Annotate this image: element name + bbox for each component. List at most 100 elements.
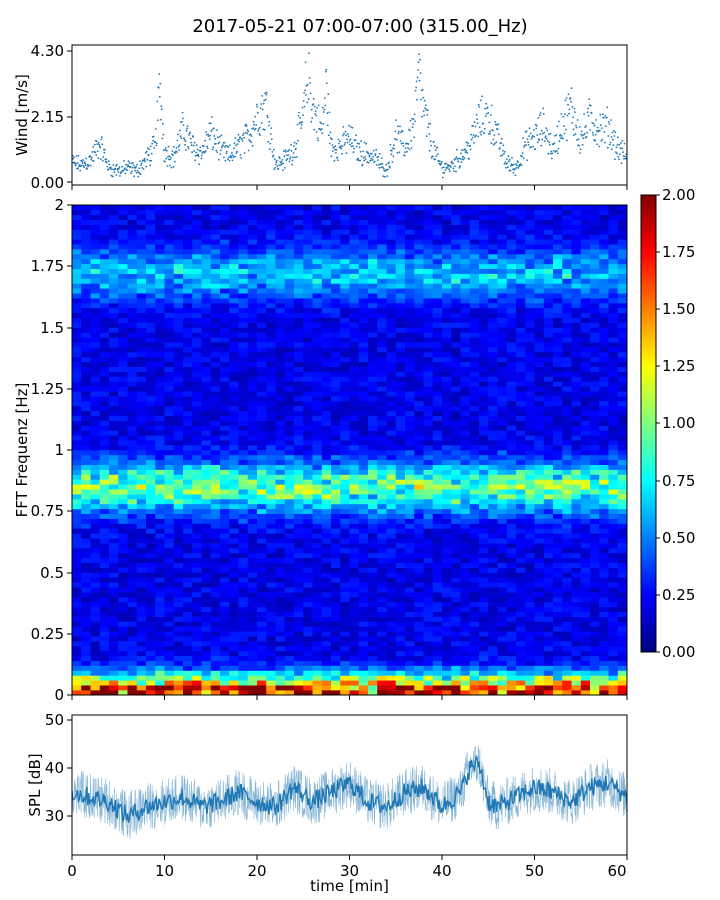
spectrogram-cell — [377, 342, 387, 348]
spectrogram-cell — [303, 685, 313, 691]
spectrogram-cell — [81, 332, 91, 338]
spectrogram-cell — [146, 459, 156, 465]
wind-point — [347, 133, 349, 135]
wind-point — [351, 142, 353, 145]
wind-point — [375, 148, 378, 151]
wind-point — [486, 106, 489, 109]
spectrogram-cell — [118, 562, 128, 568]
wind-point — [470, 138, 473, 141]
spectrogram-cell — [395, 626, 406, 632]
spectrogram-cell — [423, 636, 434, 642]
spectrogram-cell — [303, 405, 313, 412]
spectrogram-cell — [192, 616, 202, 622]
wind-point — [551, 152, 554, 155]
wind-point — [560, 113, 563, 115]
wind-point — [393, 144, 395, 147]
spectrogram-cell — [229, 405, 239, 412]
spectrogram-cell — [405, 499, 415, 505]
spectrogram-cell — [294, 518, 304, 524]
spectrogram-cell — [81, 479, 91, 485]
spectrogram-cell — [72, 405, 82, 412]
spectrogram-cell — [358, 229, 369, 235]
spectrogram-cell — [414, 381, 424, 387]
spectrogram-cell — [377, 616, 387, 622]
spectrogram-cell — [423, 499, 434, 505]
spectrogram-cell — [312, 680, 323, 686]
spectrogram-cell — [136, 592, 147, 598]
wind-point — [169, 158, 172, 161]
spectrogram-cell — [146, 298, 156, 304]
spectrogram-cell — [155, 464, 165, 470]
spectrogram-cell — [312, 229, 323, 235]
spectrogram-cell — [136, 415, 147, 421]
spectrogram-cell — [155, 307, 165, 314]
spectrogram-cell — [321, 670, 332, 676]
spectrogram-cell — [349, 690, 360, 696]
spectrogram-cell — [257, 435, 267, 441]
wind-point — [539, 112, 542, 115]
spectrogram-cell — [349, 381, 360, 387]
spectrogram-cell — [358, 567, 369, 573]
spectrogram-cell — [90, 606, 101, 612]
spectrogram-cell — [127, 435, 138, 441]
spectrogram-cell — [414, 592, 424, 598]
wind-point — [534, 148, 537, 150]
spectrogram-cell — [109, 445, 119, 451]
spectrogram-cell — [99, 440, 110, 446]
spectrogram-cell — [377, 283, 387, 289]
spectrogram-cell — [146, 567, 156, 573]
wind-point — [334, 148, 336, 151]
spectrogram-cell — [238, 597, 249, 603]
spectrogram-cell — [192, 479, 202, 485]
spectrogram-cell — [321, 401, 332, 407]
spectrogram-cell — [183, 288, 193, 294]
wind-point — [289, 156, 292, 158]
spectrogram-cell — [81, 254, 91, 260]
wind-point — [570, 87, 573, 90]
wind-point — [400, 131, 402, 134]
spectrogram-cell — [201, 273, 212, 279]
spectrogram-cell — [220, 690, 230, 696]
spectrogram-cell — [99, 307, 110, 314]
wind-point — [303, 105, 306, 108]
wind-point — [334, 145, 337, 148]
spectrogram-cell — [118, 660, 128, 666]
spectrogram-cell — [90, 415, 101, 421]
spectrogram-cell — [312, 401, 323, 407]
spectrogram-cell — [377, 420, 387, 426]
spectrogram-cell — [423, 557, 434, 563]
wind-point — [481, 95, 484, 98]
spectrogram-cell — [136, 489, 147, 495]
spectrogram-cell — [90, 636, 101, 642]
wind-y-axis-label: Wind [m/s] — [13, 74, 31, 156]
spectrogram-cell — [173, 258, 184, 265]
spectrogram-cell — [405, 386, 415, 392]
spectrogram-cell — [284, 381, 295, 387]
spectrogram-cell — [340, 631, 350, 637]
spectrogram-cell — [81, 660, 91, 666]
wind-point — [278, 164, 281, 167]
spectrogram-cell — [257, 254, 267, 260]
spectrogram-cell — [294, 268, 304, 274]
spectrogram-cell — [395, 587, 406, 593]
spectrogram-cell — [220, 503, 230, 510]
spectrogram-cell — [377, 312, 387, 318]
spectrogram-cell — [386, 533, 397, 539]
spectrogram-cell — [284, 646, 295, 652]
spectrogram-cell — [155, 381, 165, 387]
spectrogram-cell — [220, 205, 230, 211]
spectrogram-cell — [294, 494, 304, 500]
spectrogram-cell — [183, 303, 193, 309]
spectrogram-cell — [284, 548, 295, 554]
spectrogram-cell — [155, 205, 165, 211]
spectrogram-cell — [192, 205, 202, 211]
spectrogram-cell — [136, 474, 147, 480]
spectrogram-cell — [136, 557, 147, 563]
wind-point — [139, 173, 142, 176]
spectrogram-cell — [266, 518, 276, 524]
spectrogram-cell — [414, 450, 424, 456]
spectrogram-cell — [238, 562, 249, 568]
spectrogram-cell — [377, 205, 387, 211]
spectrogram-cell — [284, 650, 295, 657]
spectrogram-cell — [247, 396, 258, 402]
